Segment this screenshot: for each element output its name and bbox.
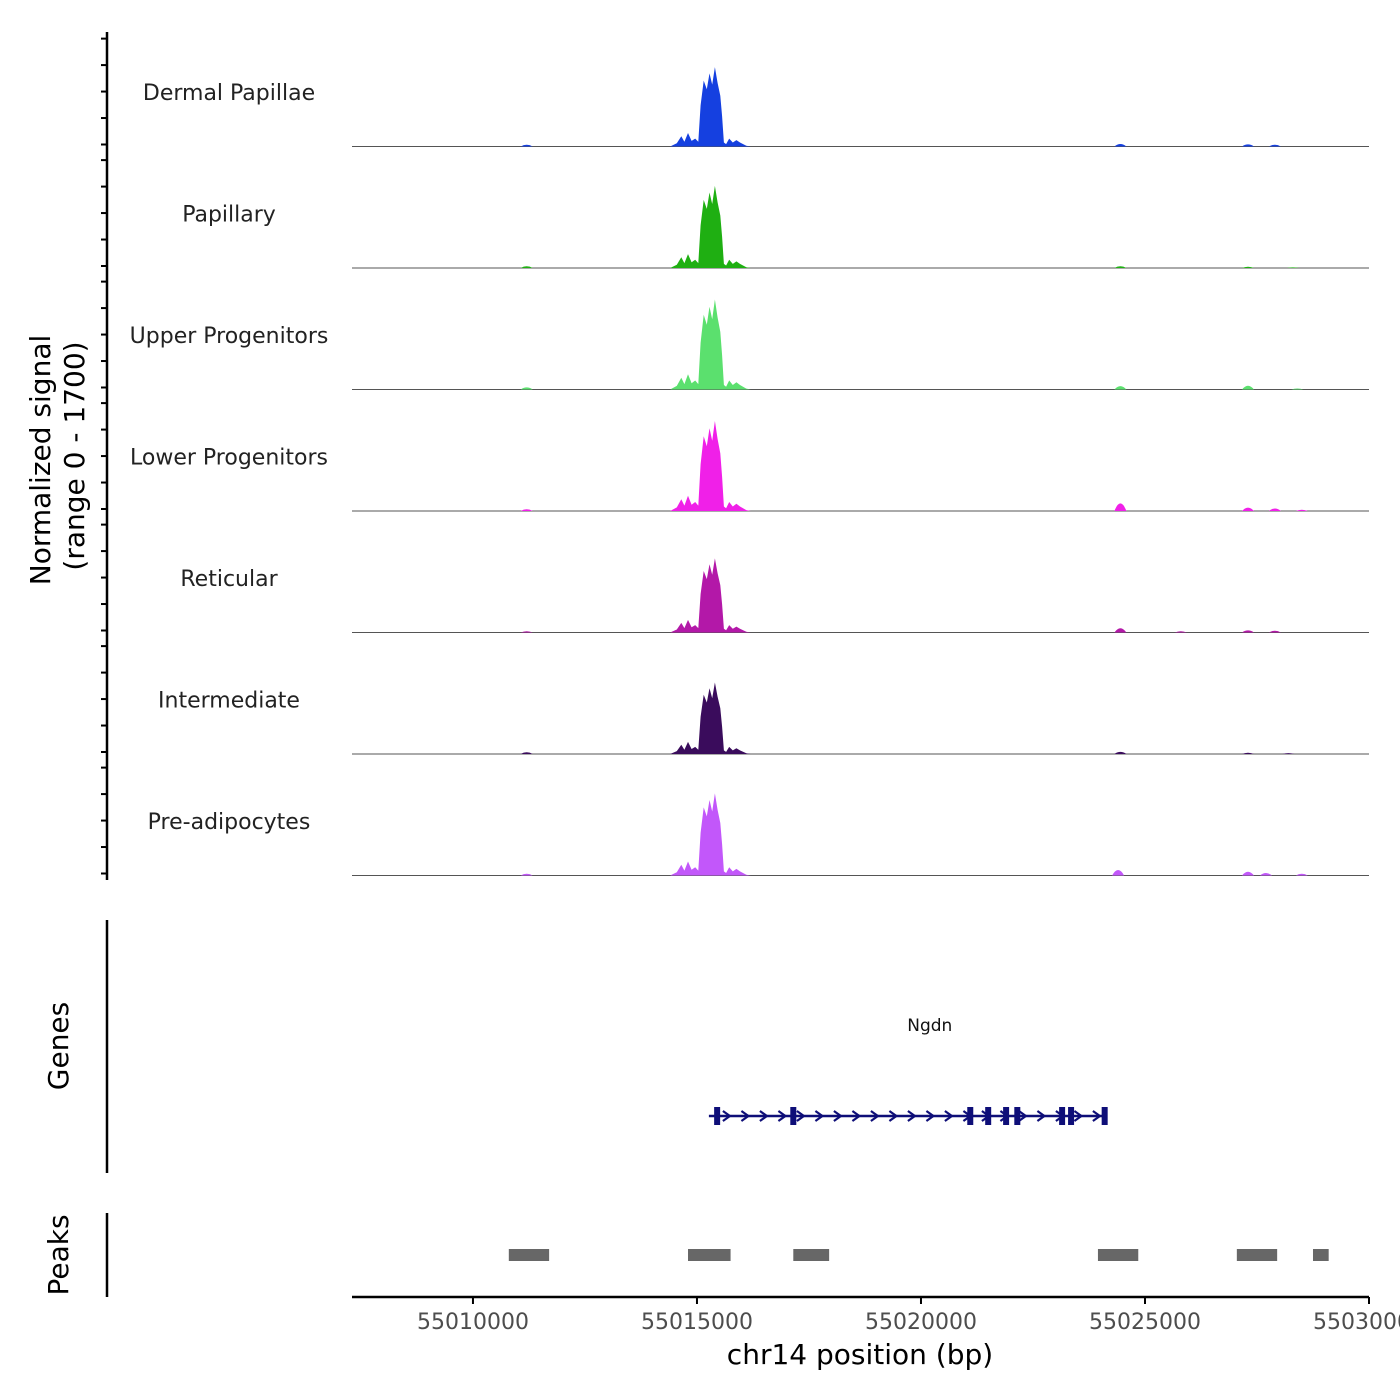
peak-region (508, 1249, 550, 1261)
signal-area-minor-peak (1114, 751, 1127, 754)
signal-area-minor-peak (520, 387, 533, 390)
signal-area-minor-peak (1242, 385, 1254, 390)
gene-exon (1014, 1107, 1021, 1125)
x-tick-label: 55030000 (1313, 1310, 1400, 1335)
genes-panel-label: Genes (42, 1002, 75, 1090)
signal-area-minor-peak (1242, 507, 1254, 511)
signal-area-minor-peak (1114, 143, 1127, 147)
strand-arrow (1018, 1110, 1028, 1122)
gene-exon (1068, 1107, 1075, 1125)
x-tick-label: 55010000 (417, 1310, 529, 1335)
strand-arrow (722, 1110, 732, 1122)
strand-arrow (796, 1110, 806, 1122)
coverage-tracks: Dermal Papillae Papillary Upper Progenitor… (130, 67, 1369, 876)
coverage-y-ticks (101, 37, 107, 875)
signal-area-minor-peak (1114, 628, 1127, 633)
signal-area-minor-peak (520, 631, 533, 633)
strand-arrow (777, 1110, 788, 1122)
strand-arrow (907, 1110, 917, 1122)
track-label: Reticular (180, 567, 278, 592)
signal-area-minor-peak (1286, 267, 1299, 268)
signal-area-minor-peak (1112, 870, 1125, 876)
x-axis-ticks: 55010000 55015000 55020000 55025000 55030000 (417, 1297, 1400, 1335)
signal-area-minor-peak (1114, 503, 1127, 511)
gene-name: Ngdn (907, 1016, 952, 1036)
gene-exon (967, 1107, 974, 1125)
signal-area-minor-peak (1295, 509, 1308, 511)
signal-area-minor-peak (1295, 873, 1308, 876)
signal-area-minor-peak (520, 752, 533, 754)
signal-area-minor-peak (1260, 872, 1272, 876)
signal-area-minor-peak (520, 144, 533, 147)
signal-area-minor-peak (1242, 630, 1254, 633)
signal-area-main-peak (670, 299, 751, 390)
signal-area-minor-peak (1291, 388, 1304, 390)
x-tick-label: 55020000 (865, 1310, 977, 1335)
signal-area-minor-peak (1282, 753, 1295, 754)
strand-arrow (925, 1110, 936, 1122)
strand-arrow (759, 1110, 769, 1122)
x-tick-label: 55015000 (641, 1310, 753, 1335)
peaks-track (508, 1249, 1329, 1261)
gene-exon (790, 1107, 797, 1125)
strand-arrow (814, 1110, 825, 1122)
gene-exon (1101, 1107, 1108, 1125)
signal-area-minor-peak (1268, 630, 1281, 633)
signal-area-main-peak (670, 682, 751, 754)
signal-area-minor-peak (1268, 144, 1281, 147)
peak-region (1097, 1249, 1139, 1261)
strand-arrow (1036, 1110, 1047, 1122)
peaks-panel-label: Peaks (42, 1214, 75, 1295)
signal-area-minor-peak (1268, 508, 1281, 511)
gene-exon (985, 1107, 992, 1125)
signal-area-minor-peak (1114, 386, 1127, 390)
signal-area-minor-peak (1242, 266, 1254, 268)
signal-area-minor-peak (520, 266, 533, 268)
gene-exon (1003, 1107, 1010, 1125)
track-label: Lower Progenitors (130, 446, 328, 471)
signal-area-minor-peak (1242, 871, 1254, 876)
strand-arrow (944, 1110, 954, 1122)
strand-arrow (1073, 1110, 1084, 1122)
track-label: Pre-adipocytes (148, 810, 311, 835)
strand-arrow (851, 1110, 862, 1122)
signal-area-main-peak (670, 793, 751, 876)
signal-area-minor-peak (1114, 266, 1127, 268)
signal-area-minor-peak (1242, 144, 1254, 147)
x-axis-title: chr14 position (bp) (727, 1338, 993, 1371)
peak-region (1236, 1249, 1278, 1261)
peak-region (688, 1249, 731, 1261)
signal-area-minor-peak (520, 873, 533, 876)
signal-area-main-peak (670, 558, 751, 633)
peak-region (1312, 1249, 1329, 1261)
strand-arrow (1092, 1110, 1102, 1122)
strand-arrow (740, 1110, 751, 1122)
track-label: Upper Progenitors (130, 324, 329, 349)
strand-arrow (870, 1110, 880, 1122)
track-label: Papillary (182, 203, 276, 228)
signal-area-main-peak (670, 421, 751, 511)
signal-area-main-peak (670, 67, 751, 147)
signal-area-minor-peak (520, 509, 533, 511)
gene-track: Ngdn (708, 1016, 1108, 1125)
track-label: Intermediate (158, 689, 300, 714)
y-axis-title-line1: Normalized signal (24, 335, 57, 586)
peak-region (793, 1249, 830, 1261)
track-label: Dermal Papillae (143, 81, 315, 106)
signal-area-minor-peak (1242, 752, 1254, 754)
y-axis-title-line2: (range 0 - 1700) (58, 341, 91, 570)
signal-area-minor-peak (1174, 631, 1187, 633)
x-tick-label: 55025000 (1089, 1310, 1201, 1335)
gene-exon (714, 1107, 721, 1125)
strand-arrow (833, 1110, 843, 1122)
signal-area-main-peak (670, 185, 751, 268)
strand-arrow (888, 1110, 899, 1122)
gene-exon (1059, 1107, 1066, 1125)
